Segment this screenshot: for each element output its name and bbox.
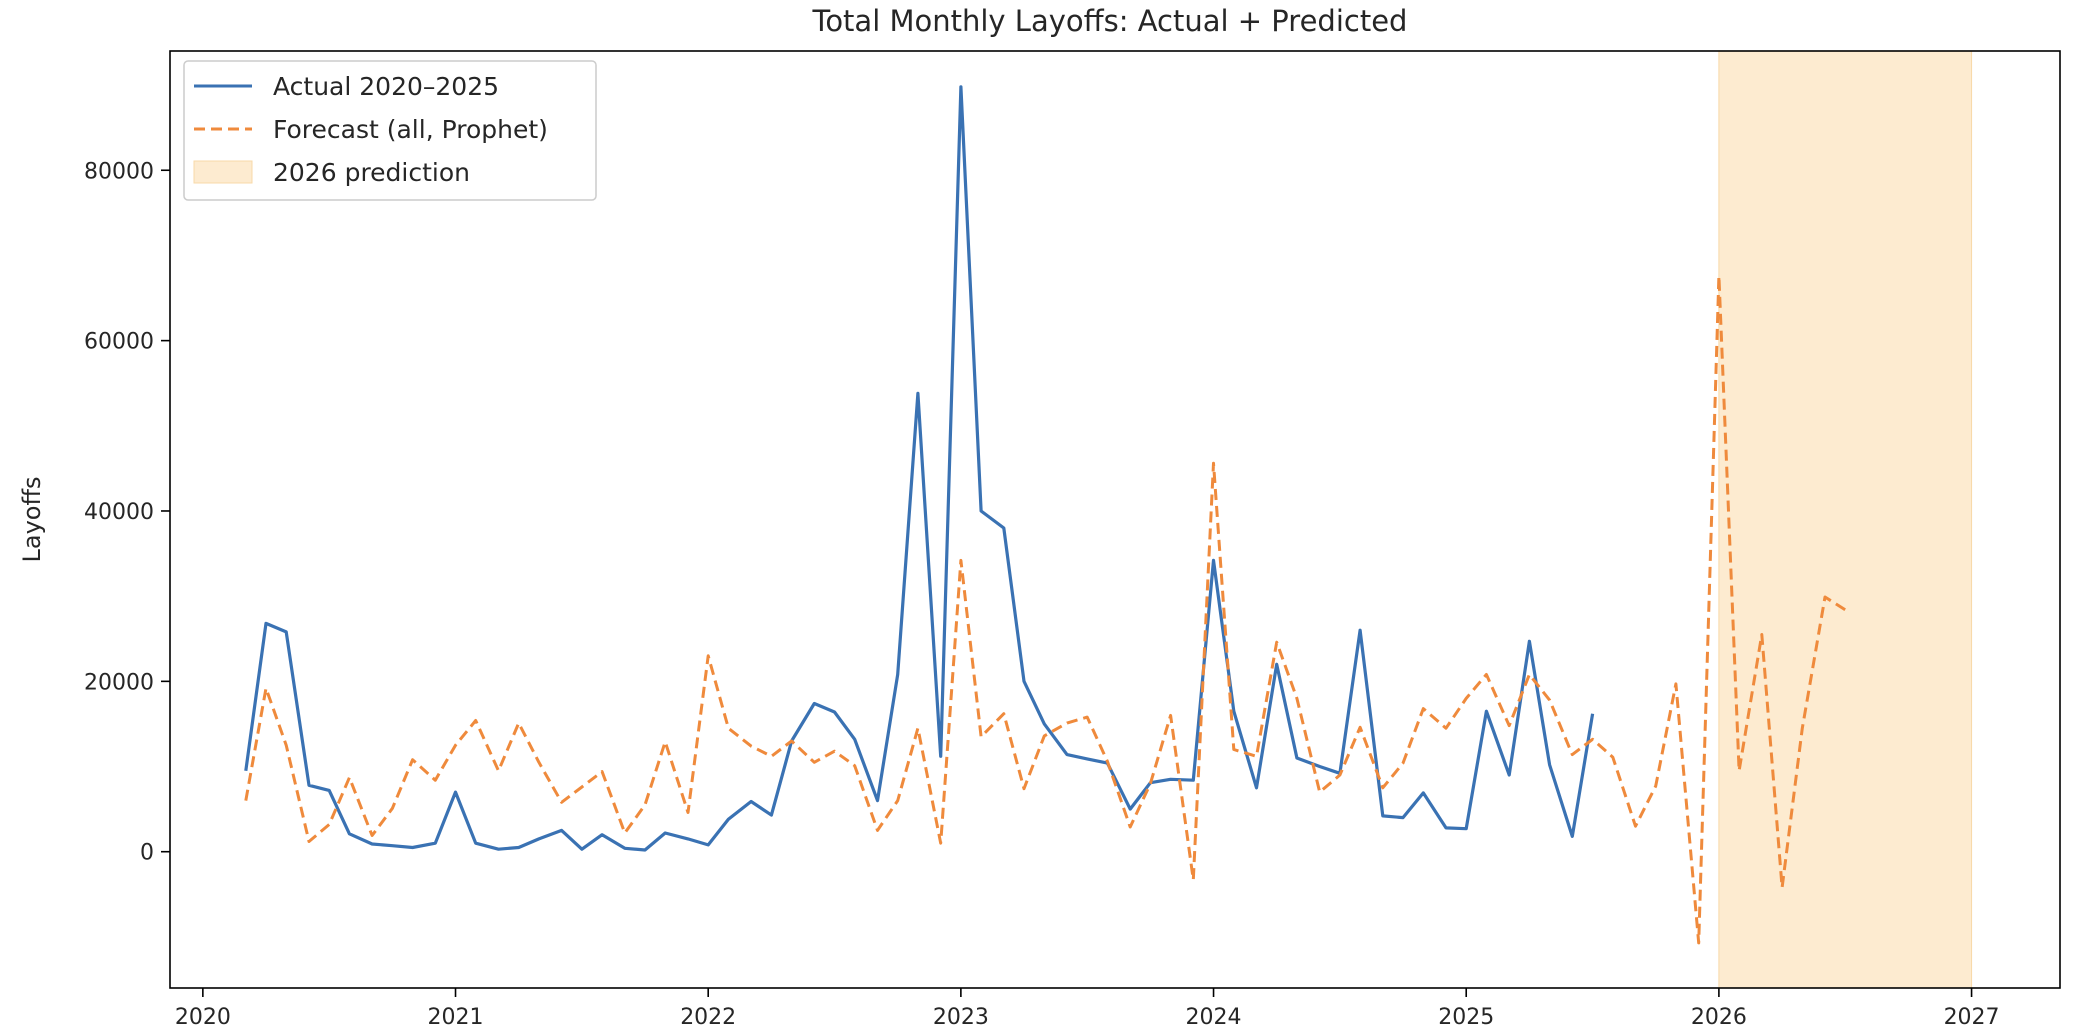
legend-label-actual: Actual 2020–2025 — [273, 72, 499, 101]
legend-label-forecast: Forecast (all, Prophet) — [273, 115, 548, 144]
x-tick-label: 2027 — [1944, 1005, 2000, 1030]
x-tick-label: 2022 — [680, 1005, 736, 1030]
y-tick-label: 0 — [140, 841, 154, 866]
x-tick-label: 2021 — [428, 1005, 484, 1030]
y-axis-label: Layoffs — [18, 476, 46, 562]
x-tick-label: 2024 — [1186, 1005, 1242, 1030]
y-tick-label: 60000 — [84, 330, 154, 355]
y-tick-label: 20000 — [84, 670, 154, 695]
plot-frame — [169, 50, 2061, 989]
legend: Actual 2020–2025 Forecast (all, Prophet) 2… — [183, 60, 597, 201]
legend-box — [183, 60, 597, 201]
y-tick-label: 80000 — [84, 159, 154, 184]
x-tick-label: 2023 — [933, 1005, 989, 1030]
series-line-actual — [244, 85, 1595, 852]
shaded-region-2026 — [1718, 50, 1973, 989]
x-tick-label: 2025 — [1438, 1005, 1494, 1030]
x-tick-label: 2020 — [175, 1005, 231, 1030]
legend-swatch-shaded — [193, 160, 253, 184]
x-tick-label: 2026 — [1691, 1005, 1747, 1030]
chart-title: Total Monthly Layoffs: Actual + Predicte… — [812, 4, 1408, 38]
plot-area: 2020 2021 2022 2023 2024 2025 2026 2027 0 20000 40… — [84, 50, 2061, 1030]
y-tick-label: 40000 — [84, 500, 154, 525]
series-line-forecast — [244, 274, 1847, 945]
legend-label-shaded: 2026 prediction — [273, 158, 470, 187]
